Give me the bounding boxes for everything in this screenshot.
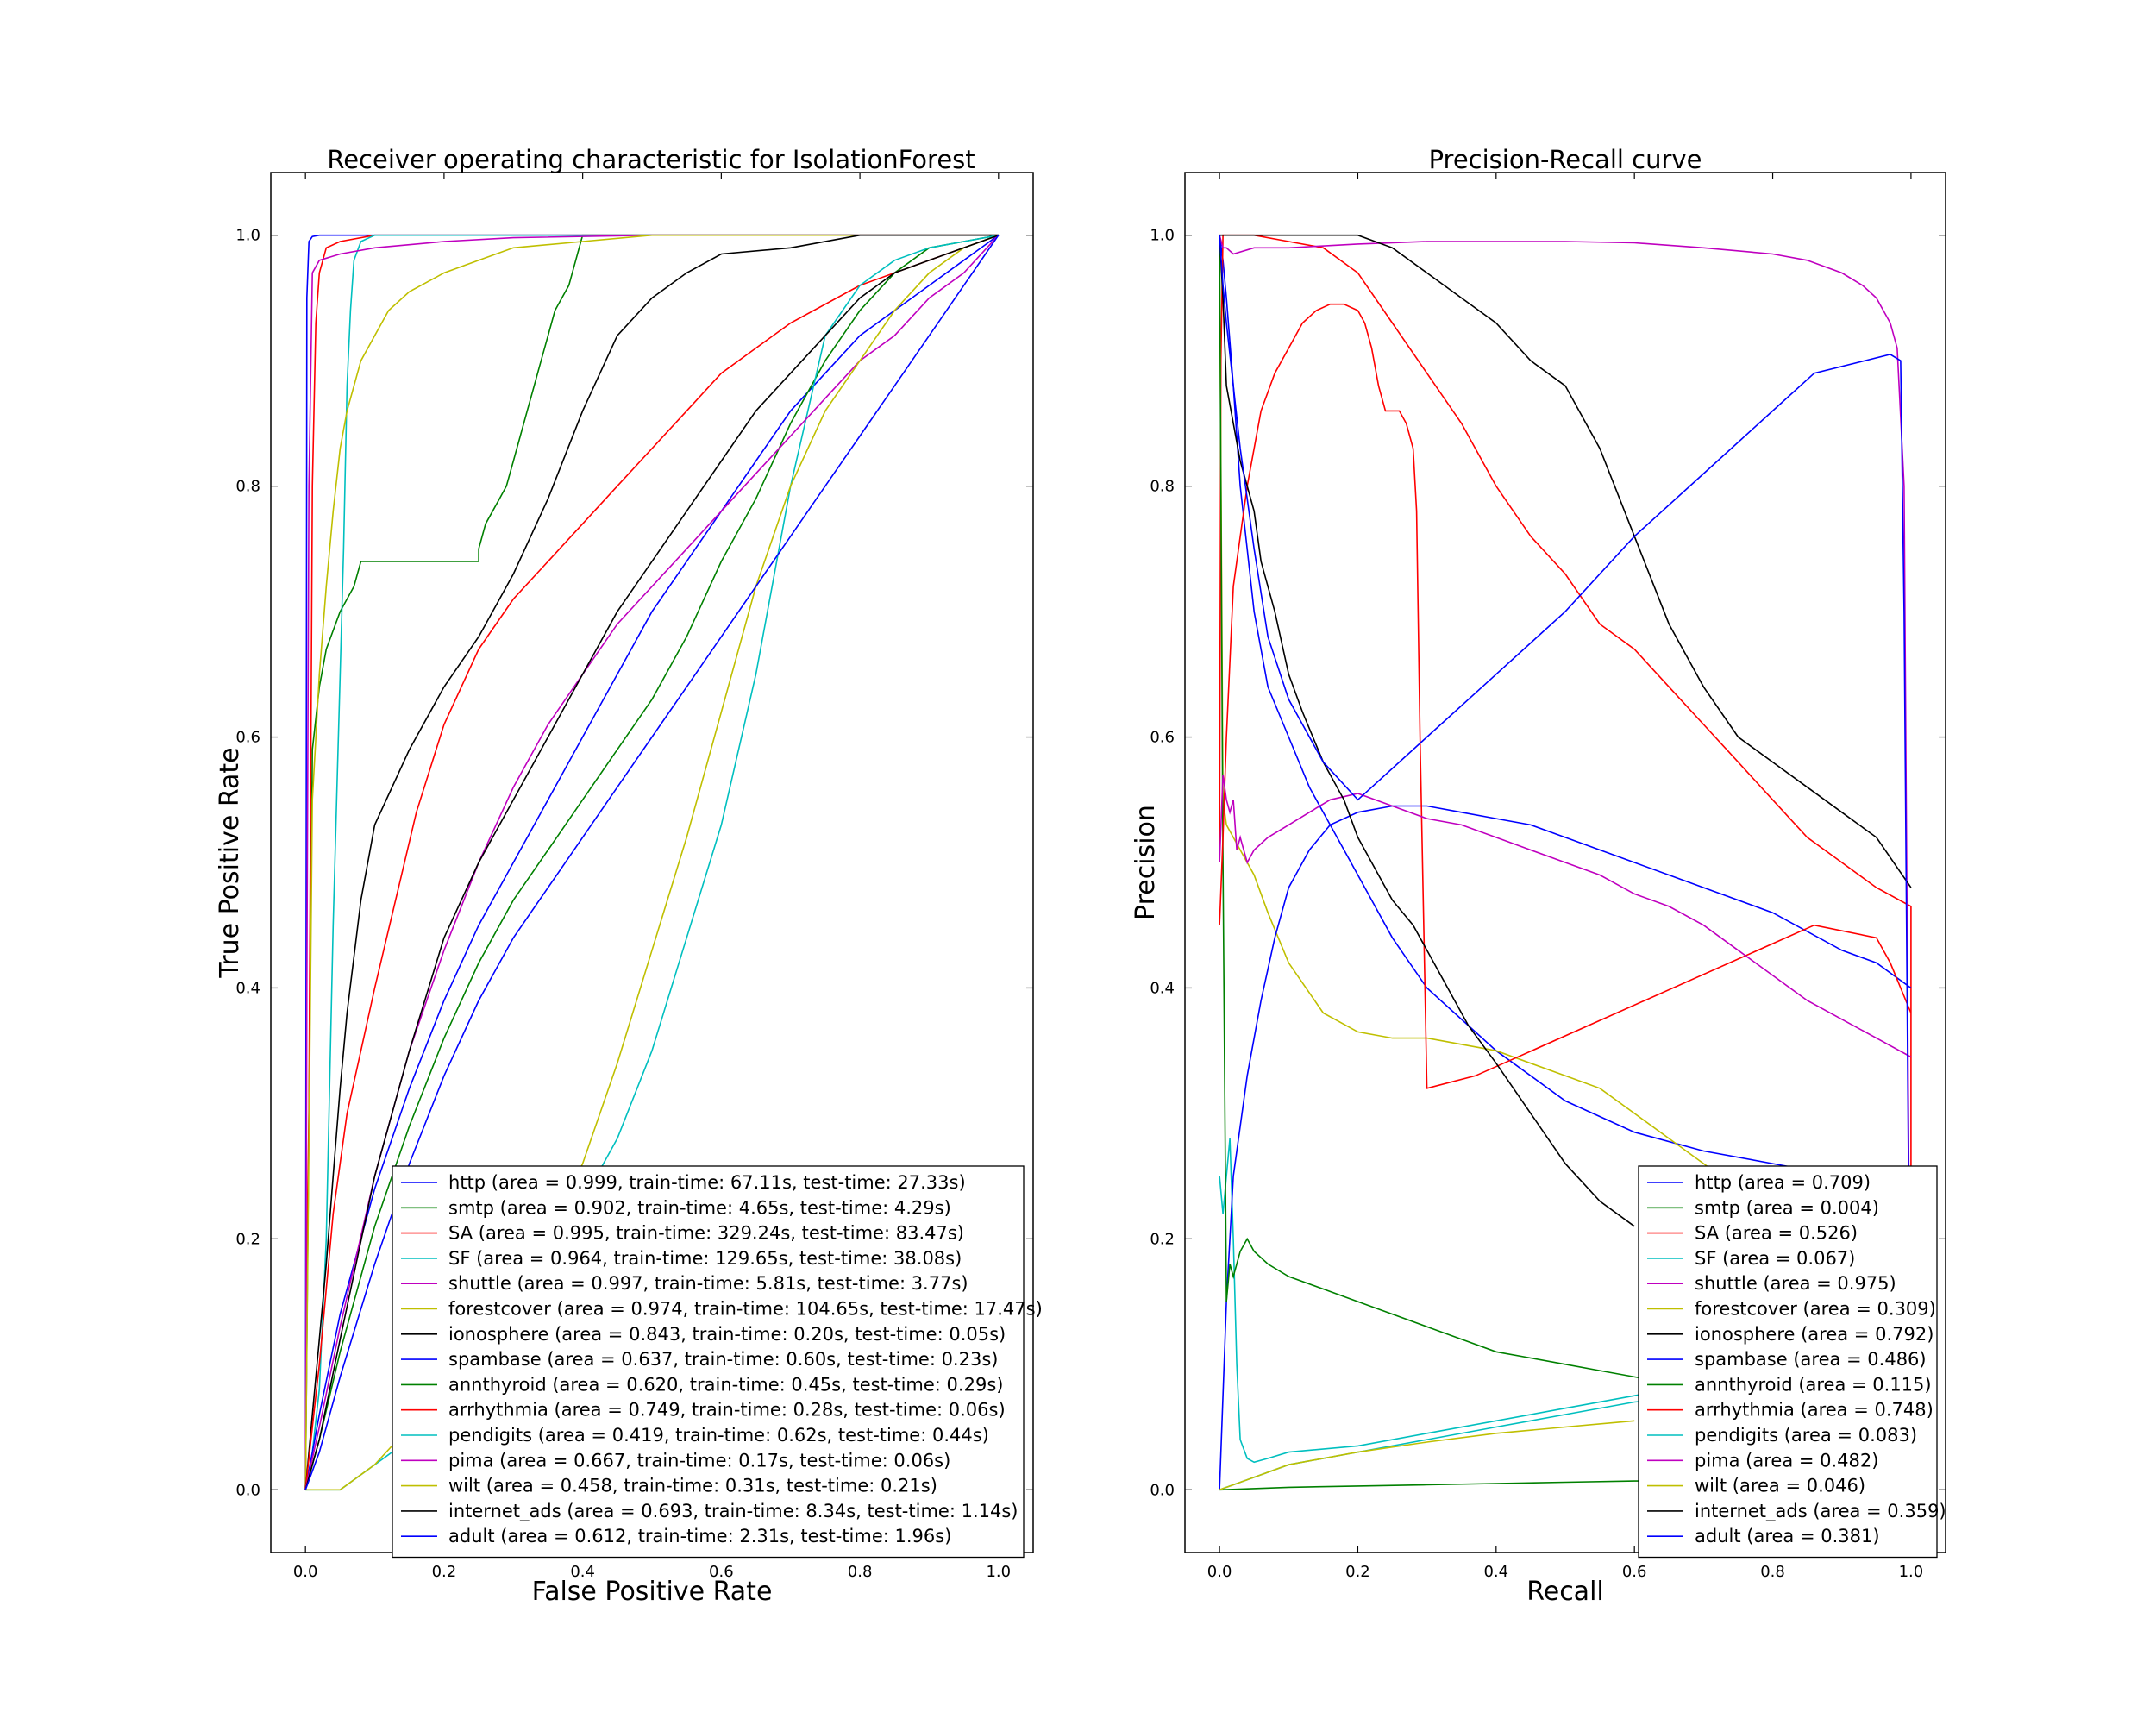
pr-legend-entry: shuttle (area = 0.975) (1695, 1273, 1896, 1294)
roc-legend-entry: spambase (area = 0.637, train-time: 0.60… (448, 1349, 998, 1370)
pr-series-line (1219, 775, 1912, 1058)
pr-series-line (1219, 1420, 1635, 1491)
pr-legend-entry: adult (area = 0.381) (1695, 1526, 1880, 1546)
pr-x-axis-title: Recall (1526, 1577, 1604, 1607)
pr-legend-entry: pendigits (area = 0.083) (1695, 1425, 1917, 1446)
pr-legend-entry: http (area = 0.709) (1695, 1172, 1871, 1193)
roc-legend-entry: SA (area = 0.995, train-time: 329.24s, t… (448, 1223, 964, 1244)
roc-y-axis-title: True Positive Rate (215, 747, 245, 978)
roc-chart-title: Receiver operating characteristic for Is… (327, 145, 975, 174)
pr-legend-entry: spambase (area = 0.486) (1695, 1349, 1927, 1370)
pr-legend-entry: pima (area = 0.482) (1695, 1450, 1878, 1471)
roc-legend-entry: shuttle (area = 0.997, train-time: 5.81s… (448, 1273, 968, 1294)
roc-y-tick-label: 0.6 (235, 729, 260, 747)
roc-series-line (304, 234, 999, 1490)
pr-series-line (1219, 235, 1912, 1490)
pr-series-line (1219, 235, 1912, 1490)
roc-legend-entry: wilt (area = 0.458, train-time: 0.31s, t… (448, 1476, 937, 1496)
roc-y-tick-label: 0.8 (235, 478, 260, 496)
pr-legend-entry: ionosphere (area = 0.792) (1695, 1324, 1934, 1345)
pr-legend-entry: forestcover (area = 0.309) (1695, 1299, 1936, 1320)
pr-y-tick-label: 0.8 (1150, 478, 1175, 496)
roc-legend-entry: arrhythmia (area = 0.749, train-time: 0.… (448, 1400, 1006, 1421)
roc-y-tick-label: 1.0 (235, 227, 260, 245)
roc-legend-box (392, 1165, 1025, 1559)
pr-legend-box (1638, 1165, 1938, 1559)
pr-series-line (1219, 235, 1635, 1227)
pr-series-line (1219, 805, 1912, 1490)
roc-legend-entry: pendigits (area = 0.419, train-time: 0.6… (448, 1425, 989, 1446)
roc-series-line (304, 234, 999, 1490)
roc-x-tick-label: 0.4 (570, 1563, 595, 1581)
pr-legend: http (area = 0.709) smtp (area = 0.004) SA… (1638, 1165, 1946, 1559)
roc-x-tick-label: 0.6 (709, 1563, 734, 1581)
roc-legend-entry: http (area = 0.999, train-time: 67.11s, … (448, 1172, 966, 1193)
pr-legend-entry: arrhythmia (area = 0.748) (1695, 1400, 1934, 1421)
pr-plot-frame (1184, 172, 1946, 1553)
pr-legend-entry: SA (area = 0.526) (1695, 1223, 1858, 1244)
pr-ticks: 0.0 0.2 0.4 0.6 0.8 1.0 0.0 0.2 0.4 0.6 0.8 1.0 (1150, 172, 1946, 1581)
pr-legend-entry: wilt (area = 0.046) (1695, 1476, 1865, 1496)
pr-y-axis-title: Precision (1131, 805, 1161, 920)
roc-legend-entry: pima (area = 0.667, train-time: 0.17s, t… (448, 1450, 950, 1471)
roc-series-line (304, 234, 1000, 1490)
pr-x-tick-label: 0.8 (1760, 1563, 1785, 1581)
pr-y-tick-label: 0.2 (1150, 1230, 1175, 1248)
roc-x-tick-label: 0.8 (848, 1563, 873, 1581)
pr-y-tick-label: 0.4 (1150, 979, 1175, 997)
pr-series-line (1219, 235, 1739, 1189)
pr-series-line (1219, 303, 1912, 1089)
roc-x-tick-label: 0.0 (293, 1563, 318, 1581)
pr-y-tick-label: 0.0 (1150, 1481, 1175, 1499)
roc-legend-entry: internet_ads (area = 0.693, train-time: … (448, 1501, 1018, 1522)
pr-x-tick-label: 0.6 (1622, 1563, 1647, 1581)
roc-series-line (304, 234, 999, 1490)
pr-y-tick-label: 0.6 (1150, 729, 1175, 747)
pr-x-tick-label: 0.4 (1483, 1563, 1508, 1581)
roc-chart: Receiver operating characteristic for Is… (215, 145, 1043, 1607)
roc-legend-entry: ionosphere (area = 0.843, train-time: 0.… (448, 1324, 1006, 1345)
roc-x-axis-title: False Positive Rate (532, 1577, 773, 1607)
roc-y-tick-label: 0.2 (235, 1230, 260, 1248)
pr-x-tick-label: 1.0 (1899, 1563, 1924, 1581)
pr-x-tick-label: 0.0 (1207, 1563, 1232, 1581)
roc-series-line (304, 234, 999, 1490)
roc-x-tick-label: 1.0 (986, 1563, 1011, 1581)
pr-chart: Precision-Recall curve 0.0 0.2 0.4 0.6 0.8 1.… (1131, 145, 1946, 1607)
pr-legend-entry: annthyroid (area = 0.115) (1695, 1374, 1932, 1395)
pr-series-line (1219, 234, 1912, 888)
pr-legend-entry: smtp (area = 0.004) (1695, 1197, 1879, 1218)
roc-x-tick-label: 0.2 (432, 1563, 457, 1581)
pr-series-line (1219, 235, 1912, 1490)
roc-ticks: 0.0 0.2 0.4 0.6 0.8 1.0 0.0 0.2 0.4 0.6 0.8 1.0 (235, 172, 1033, 1581)
pr-series-line (1219, 235, 1704, 1390)
roc-legend-entry: smtp (area = 0.902, train-time: 4.65s, t… (448, 1197, 951, 1218)
pr-legend-entry: SF (area = 0.067) (1695, 1248, 1855, 1269)
roc-legend-entry: annthyroid (area = 0.620, train-time: 0.… (448, 1374, 1003, 1395)
roc-legend-entry: forestcover (area = 0.974, train-time: 1… (448, 1299, 1043, 1320)
pr-x-tick-label: 0.2 (1345, 1563, 1370, 1581)
pr-legend-entry: internet_ads (area = 0.359) (1695, 1501, 1946, 1522)
roc-legend-entry: SF (area = 0.964, train-time: 129.65s, t… (448, 1248, 962, 1269)
roc-y-tick-label: 0.4 (235, 979, 260, 997)
pr-chart-title: Precision-Recall curve (1429, 145, 1702, 174)
roc-legend: http (area = 0.999, train-time: 67.11s, … (392, 1165, 1043, 1559)
roc-series-line (304, 234, 1000, 1490)
roc-y-tick-label: 0.0 (235, 1481, 260, 1499)
pr-y-tick-label: 1.0 (1150, 227, 1175, 245)
roc-legend-entry: adult (area = 0.612, train-time: 2.31s, … (448, 1526, 951, 1546)
roc-series-line (304, 235, 1000, 1490)
pr-curves (1219, 234, 1912, 1491)
